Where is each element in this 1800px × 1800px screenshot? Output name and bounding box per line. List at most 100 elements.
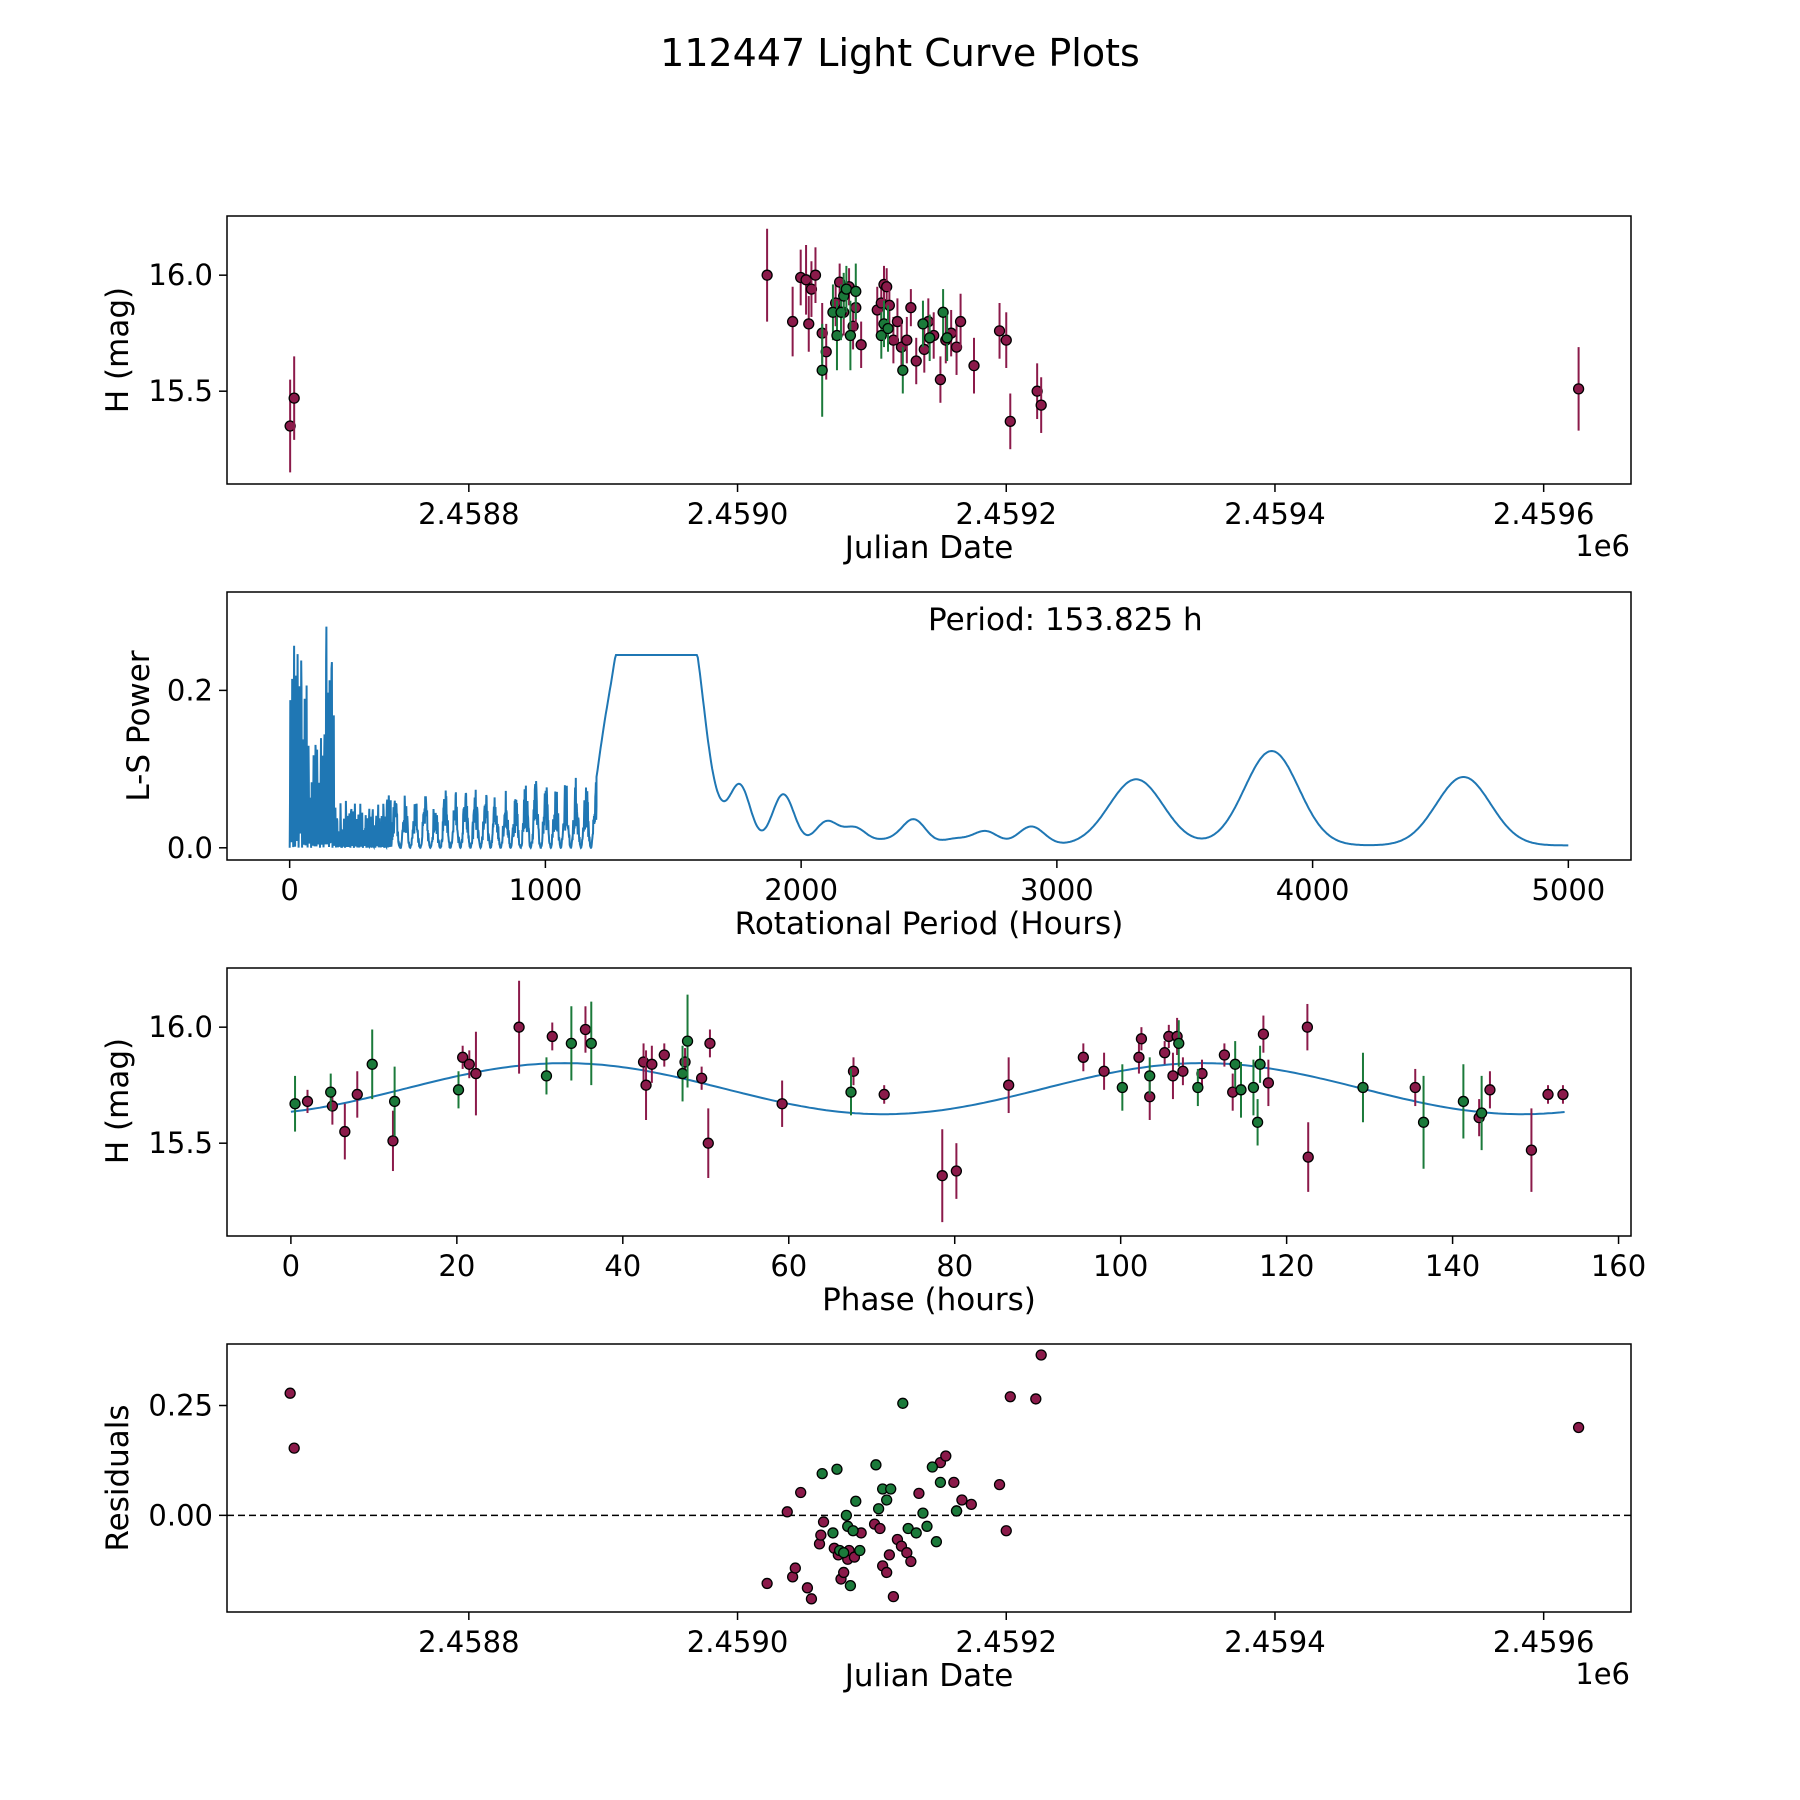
magenta-data-point bbox=[781, 1506, 793, 1518]
x-tick-label: 1000 bbox=[508, 873, 582, 907]
green-data-point bbox=[926, 1461, 939, 1473]
magenta-data-point bbox=[776, 1098, 788, 1110]
magenta-data-point bbox=[1035, 1349, 1047, 1361]
magenta-data-point bbox=[1301, 1021, 1314, 1033]
green-data-point bbox=[1229, 1058, 1241, 1070]
magenta-data-point bbox=[1004, 1391, 1016, 1403]
green-data-point bbox=[827, 1527, 839, 1539]
green-data-point bbox=[838, 1547, 850, 1559]
green-data-point bbox=[1475, 1107, 1488, 1119]
magenta-data-point bbox=[1077, 1051, 1089, 1063]
green-data-point bbox=[1357, 1081, 1369, 1094]
magenta-data-point bbox=[1098, 1065, 1110, 1077]
magenta-data-point bbox=[855, 339, 867, 351]
magenta-data-point bbox=[1004, 415, 1016, 428]
residuals-ylabel: Residuals bbox=[100, 1404, 136, 1551]
magenta-data-point bbox=[910, 355, 922, 367]
green-data-point bbox=[840, 283, 853, 295]
magenta-data-point bbox=[646, 1058, 658, 1070]
lightcurve-ticks: 2.4588 2.4590 2.4592 2.4594 2.4596 15.5 16.0 bbox=[148, 258, 1594, 531]
magenta-data-point bbox=[1133, 1051, 1145, 1063]
magenta-data-point bbox=[905, 302, 917, 314]
x-tick-label: 2.4592 bbox=[956, 497, 1057, 531]
green-data-point bbox=[897, 364, 909, 376]
magenta-data-point bbox=[809, 269, 822, 281]
magenta-data-point bbox=[1572, 1421, 1585, 1434]
magenta-data-point bbox=[800, 274, 812, 286]
magenta-data-point bbox=[993, 325, 1006, 337]
magenta-data-point bbox=[679, 1056, 691, 1068]
magenta-data-point bbox=[883, 299, 896, 311]
lightcurve-ylabel: H (mag) bbox=[100, 287, 136, 413]
green-data-point bbox=[882, 322, 894, 335]
y-tick-label: 0.0 bbox=[167, 831, 213, 865]
y-tick-label: 15.5 bbox=[148, 374, 213, 408]
periodogram-xlabel: Rotational Period (Hours) bbox=[735, 906, 1124, 942]
green-data-point bbox=[854, 1544, 866, 1557]
magenta-data-point bbox=[463, 1058, 475, 1070]
x-tick-label: 20 bbox=[438, 1249, 475, 1283]
magenta-data-point bbox=[905, 1555, 917, 1568]
residuals-plot: 2.4588 2.4590 2.4592 2.4594 2.4596 0.00 0.25 J… bbox=[100, 1343, 1632, 1694]
magenta-data-point bbox=[1135, 1033, 1148, 1045]
green-data-point bbox=[1254, 1058, 1266, 1070]
green-data-point bbox=[540, 1070, 553, 1082]
phased-marks bbox=[289, 980, 1569, 1223]
magenta-data-point bbox=[887, 1590, 900, 1603]
green-data-point bbox=[565, 1037, 578, 1050]
periodogram-plot: 0 1000 2000 3000 4000 5000 0.0 0.2 Period: 153.… bbox=[121, 591, 1632, 942]
magenta-data-point bbox=[658, 1049, 670, 1061]
green-data-point bbox=[289, 1098, 301, 1110]
residuals-xlabel: Julian Date bbox=[843, 1658, 1014, 1694]
green-data-point bbox=[917, 1507, 929, 1519]
x-tick-label: 2.4594 bbox=[1224, 1625, 1325, 1659]
magenta-data-point bbox=[695, 1072, 708, 1084]
green-data-point bbox=[681, 1035, 694, 1047]
magenta-data-point bbox=[579, 1023, 592, 1036]
magenta-data-point bbox=[326, 1100, 339, 1112]
magenta-data-point bbox=[339, 1125, 351, 1138]
periodogram-marks bbox=[288, 626, 1569, 851]
lightcurve-frame bbox=[226, 215, 1632, 485]
green-data-point bbox=[816, 364, 828, 376]
fit-curve bbox=[290, 1062, 1565, 1116]
green-data-point bbox=[585, 1037, 597, 1050]
y-tick-label: 15.5 bbox=[148, 1126, 213, 1160]
green-data-point bbox=[844, 1579, 857, 1592]
x-tick-label: 2.4596 bbox=[1493, 1625, 1594, 1659]
magenta-data-point bbox=[954, 315, 967, 328]
x-tick-label: 140 bbox=[1425, 1249, 1480, 1283]
y-tick-label: 16.0 bbox=[148, 258, 213, 292]
magenta-data-point bbox=[891, 315, 904, 328]
magenta-data-point bbox=[1572, 383, 1585, 395]
magenta-data-point bbox=[1557, 1088, 1569, 1101]
magenta-data-point bbox=[786, 315, 799, 328]
x-tick-label: 160 bbox=[1591, 1249, 1646, 1283]
magenta-data-point bbox=[288, 1442, 300, 1454]
magenta-data-point bbox=[936, 1170, 948, 1182]
green-data-point bbox=[1116, 1081, 1128, 1094]
magenta-data-point bbox=[948, 1476, 960, 1489]
green-data-point bbox=[840, 1509, 853, 1521]
figure-title: 112447 Light Curve Plots bbox=[660, 31, 1140, 75]
y-tick-label: 0.00 bbox=[148, 1498, 213, 1532]
green-data-point bbox=[366, 1058, 378, 1070]
green-data-point bbox=[816, 1467, 828, 1480]
x-tick-label: 2.4590 bbox=[687, 1625, 788, 1659]
magenta-data-point bbox=[934, 373, 947, 386]
y-tick-label: 0.2 bbox=[167, 673, 213, 707]
magenta-data-point bbox=[815, 1529, 827, 1541]
green-data-point bbox=[917, 318, 929, 330]
green-data-point bbox=[881, 1494, 893, 1506]
green-data-point bbox=[844, 329, 857, 342]
x-tick-label: 2.4596 bbox=[1493, 497, 1594, 531]
green-data-point bbox=[1417, 1116, 1430, 1128]
green-data-point bbox=[930, 1536, 943, 1548]
magenta-data-point bbox=[878, 1088, 890, 1101]
magenta-data-point bbox=[950, 1165, 963, 1177]
periodogram-ylabel: L-S Power bbox=[121, 650, 157, 801]
magenta-data-point bbox=[284, 1387, 296, 1399]
magenta-data-point bbox=[838, 1566, 850, 1579]
green-data-point bbox=[897, 1397, 909, 1409]
x-tick-label: 100 bbox=[1093, 1249, 1148, 1283]
